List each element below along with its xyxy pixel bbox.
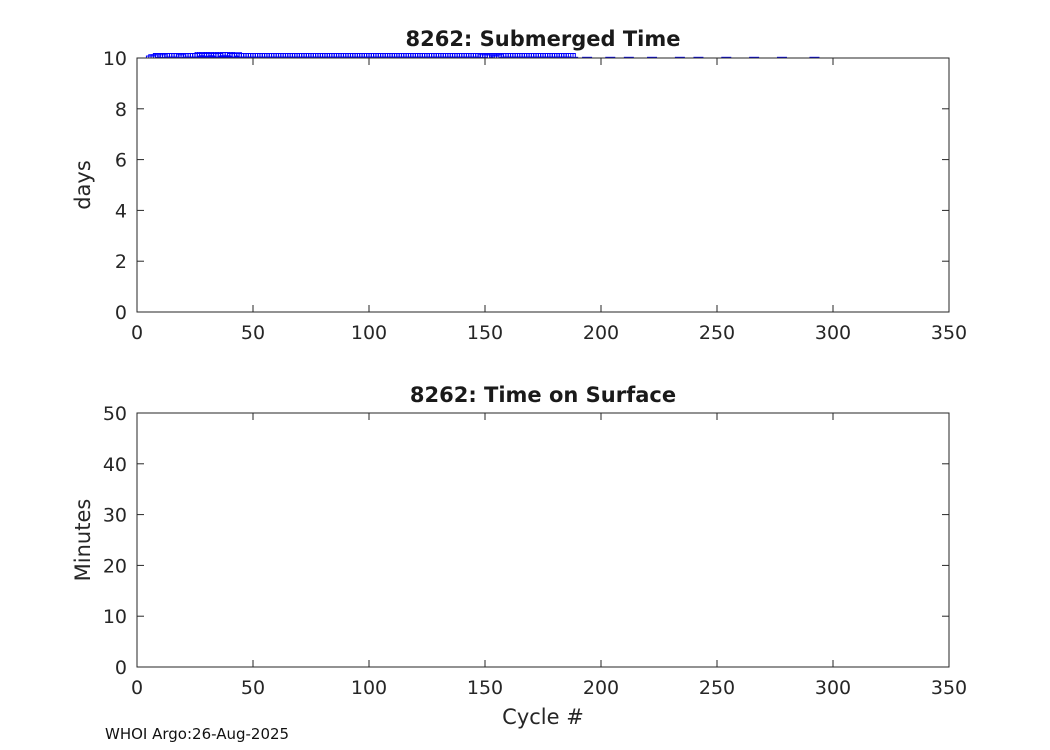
surface-y-tick-label: 30 xyxy=(103,505,127,527)
surface-x-tick-label: 150 xyxy=(467,677,503,699)
surface-plot-title: 8262: Time on Surface xyxy=(410,383,676,407)
time-on-surface-plot: 0 50 100 150 200 250 300 350 0 10 20 30 40 50 8262: Ti… xyxy=(71,383,967,729)
surface-y-tick-label: 50 xyxy=(103,403,127,425)
submerged-y-tick-label: 4 xyxy=(115,200,127,222)
submerged-x-tick-label: 350 xyxy=(931,322,967,344)
submerged-x-tick-label: 50 xyxy=(241,322,265,344)
submerged-y-tick-label: 8 xyxy=(115,99,127,121)
surface-x-tick-label: 350 xyxy=(931,677,967,699)
submerged-x-tick-label: 200 xyxy=(583,322,619,344)
surface-x-tick-label: 300 xyxy=(815,677,851,699)
surface-x-axis-label: Cycle # xyxy=(502,705,584,729)
submerged-y-tick-label: 2 xyxy=(115,251,127,273)
submerged-x-tick-label: 100 xyxy=(351,322,387,344)
submerged-plot-title: 8262: Submerged Time xyxy=(405,27,680,51)
surface-x-tick-label: 200 xyxy=(583,677,619,699)
surface-y-tick-label: 20 xyxy=(103,555,127,577)
surface-x-tick-label: 50 xyxy=(241,677,265,699)
submerged-x-tick-label: 300 xyxy=(815,322,851,344)
surface-axes-box xyxy=(136,412,950,668)
surface-y-tick-label: 10 xyxy=(103,606,127,628)
surface-x-tick-label: 250 xyxy=(699,677,735,699)
submerged-axes-box xyxy=(136,57,950,313)
surface-x-tick-label: 0 xyxy=(131,677,143,699)
footer-source-note: WHOI Argo:26-Aug-2025 xyxy=(105,725,290,743)
submerged-y-tick-label: 0 xyxy=(115,302,127,324)
submerged-y-axis-label: days xyxy=(71,160,95,210)
surface-y-tick-label: 0 xyxy=(115,657,127,679)
submerged-x-tick-label: 250 xyxy=(699,322,735,344)
surface-y-tick-label: 40 xyxy=(103,454,127,476)
submerged-x-tick-label: 0 xyxy=(131,322,143,344)
submerged-y-tick-label: 6 xyxy=(115,150,127,172)
submerged-time-plot: 0 50 100 150 200 250 300 350 0 2 4 6 8 10 8262: Submer… xyxy=(71,27,967,344)
submerged-x-tick-label: 150 xyxy=(467,322,503,344)
submerged-y-tick-label: 10 xyxy=(103,48,127,70)
surface-x-tick-label: 100 xyxy=(351,677,387,699)
surface-y-axis-label: Minutes xyxy=(71,499,95,582)
